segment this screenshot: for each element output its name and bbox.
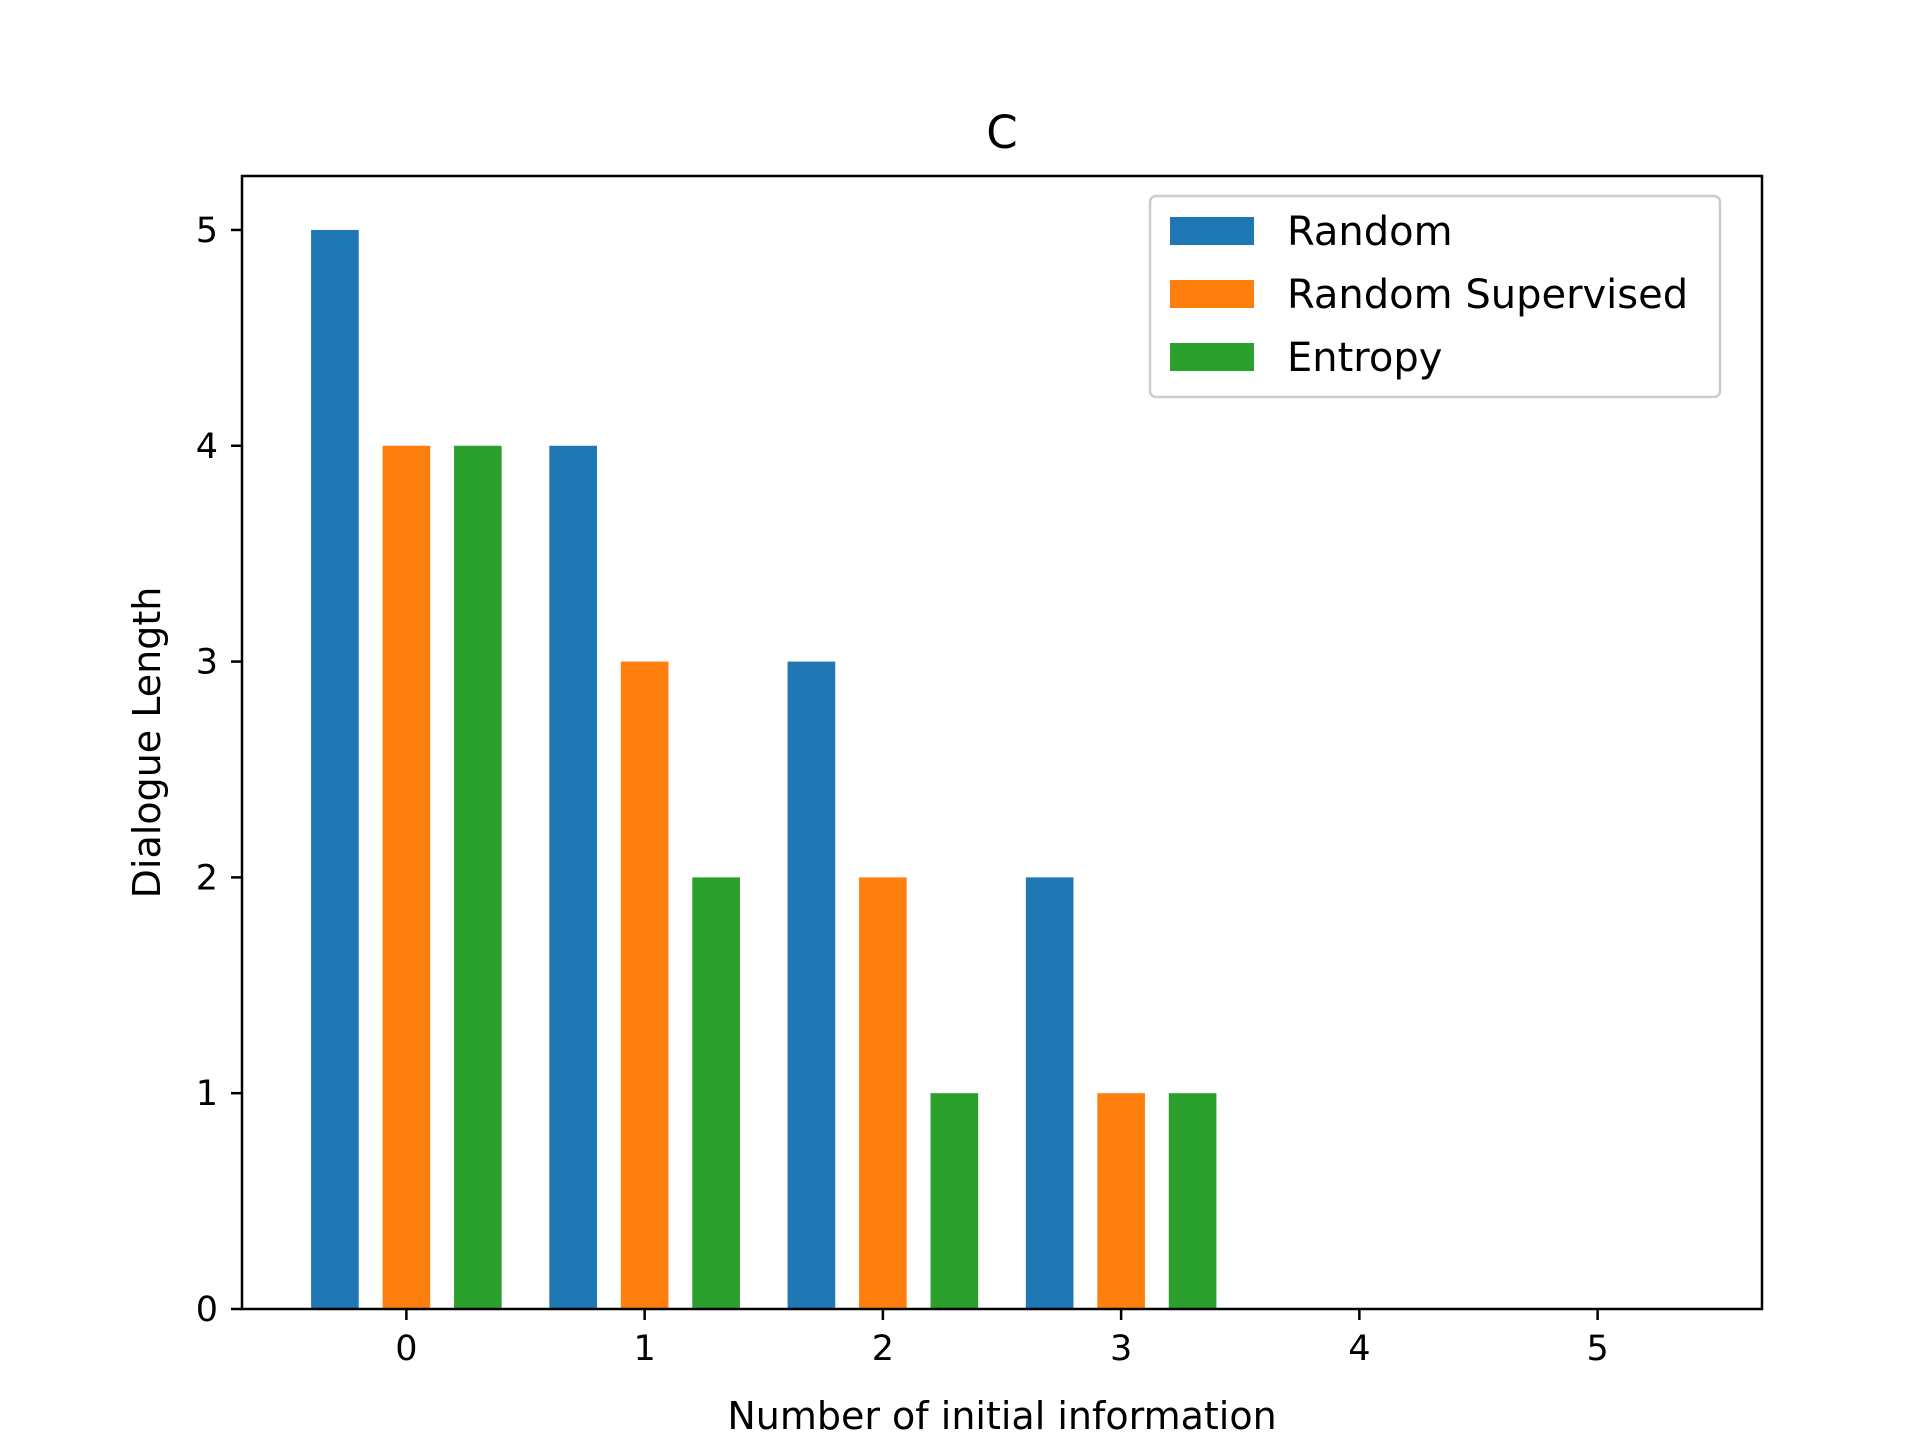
x-tick-label-2: 2: [872, 1329, 894, 1369]
x-axis-label: Number of initial information: [727, 1394, 1276, 1438]
legend-swatch-entropy: [1170, 343, 1254, 371]
y-tick-label-5: 5: [196, 211, 218, 251]
legend-swatch-random-supervised: [1170, 280, 1254, 308]
bar-random-supervised-3: [1097, 1093, 1145, 1309]
bar-random-supervised-2: [859, 877, 907, 1309]
y-axis-label: Dialogue Length: [125, 587, 169, 899]
y-tick-label-4: 4: [196, 427, 218, 467]
bars-layer: [311, 229, 1217, 1309]
bar-entropy-2: [930, 1093, 979, 1309]
chart-title: C: [986, 106, 1017, 159]
legend-swatch-random: [1170, 217, 1254, 245]
x-tick-label-1: 1: [633, 1329, 655, 1369]
bar-random-2: [787, 661, 836, 1309]
legend-label-random-supervised: Random Supervised: [1287, 272, 1688, 318]
x-tick-label-5: 5: [1586, 1329, 1608, 1369]
legend-box: [1148, 194, 1722, 399]
plot-frame: [240, 174, 1764, 1311]
bar-random-3: [1025, 877, 1074, 1309]
y-tick-label-0: 0: [196, 1290, 218, 1330]
x-tick-label-4: 4: [1348, 1329, 1370, 1369]
bar-random-supervised-0: [382, 445, 431, 1309]
legend-label-entropy: Entropy: [1287, 335, 1442, 381]
bar-entropy-1: [692, 877, 740, 1309]
legend: Random Random Supervised Entropy: [1148, 194, 1722, 399]
bar-entropy-0: [454, 445, 502, 1309]
x-tick-label-3: 3: [1110, 1329, 1132, 1369]
y-tick-label-3: 3: [196, 643, 218, 683]
bar-random-1: [549, 445, 597, 1309]
legend-label-random: Random: [1287, 209, 1453, 255]
x-tick-label-0: 0: [395, 1329, 417, 1369]
ticks-layer: 0 1 2 3 4 5 0 1 2 3 4 5: [196, 211, 1609, 1369]
bar-random-supervised-1: [620, 661, 669, 1309]
y-tick-label-2: 2: [196, 858, 218, 898]
bar-entropy-3: [1168, 1093, 1217, 1309]
y-tick-label-1: 1: [196, 1074, 218, 1114]
bar-random-0: [311, 229, 359, 1309]
